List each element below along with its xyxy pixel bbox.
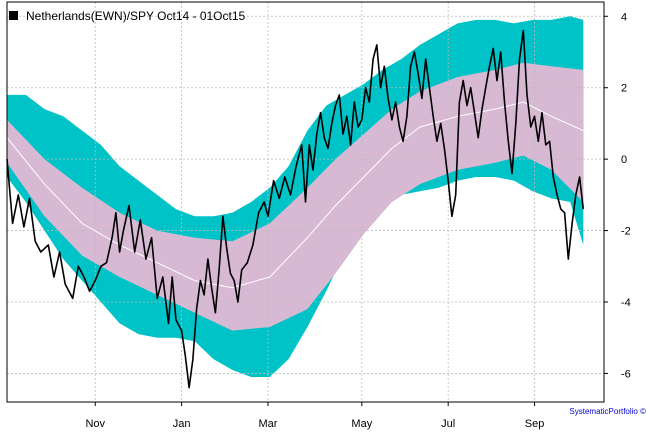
price-line: [6, 29, 585, 389]
y-tick-label: -2: [621, 226, 631, 238]
x-tick-label: Sep: [525, 418, 545, 430]
credit-text: SystematicPortfolio ©: [569, 407, 646, 416]
legend-swatch: [9, 11, 18, 20]
legend: Netherlands(EWN)/SPY Oct14 - 01Oct15: [9, 9, 246, 23]
y-tick-label: -4: [621, 297, 631, 309]
x-tick-label: Jan: [173, 418, 191, 430]
grid-layer: [7, 2, 604, 402]
y-tick-label: -6: [621, 368, 631, 380]
x-tick-label: May: [351, 418, 372, 430]
y-tick-label: 2: [621, 83, 627, 95]
legend-label: Netherlands(EWN)/SPY Oct14 - 01Oct15: [26, 9, 246, 23]
y-tick-label: 4: [621, 11, 627, 23]
x-tick-label: Jul: [441, 418, 455, 430]
x-tick-label: Nov: [85, 418, 105, 430]
x-tick-label: Mar: [258, 418, 277, 430]
y-axis: 4 2 0 -2 -4 -6: [604, 11, 631, 380]
y-tick-label: 0: [621, 154, 627, 166]
plot-frame: [6, 1, 605, 403]
lines-layer: [6, 29, 585, 389]
mid-line: [6, 101, 584, 289]
x-axis: Nov Jan Mar May Jul Sep: [85, 402, 544, 430]
